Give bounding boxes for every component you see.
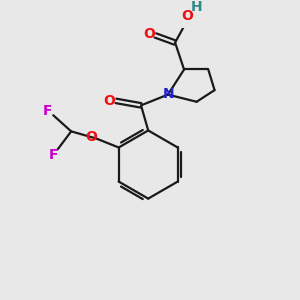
Text: O: O [182, 9, 194, 23]
Text: F: F [49, 148, 58, 162]
Text: O: O [103, 94, 115, 108]
Text: H: H [191, 0, 203, 14]
Text: O: O [85, 130, 97, 144]
Text: O: O [143, 27, 155, 40]
Text: N: N [163, 87, 175, 101]
Text: F: F [43, 104, 52, 118]
